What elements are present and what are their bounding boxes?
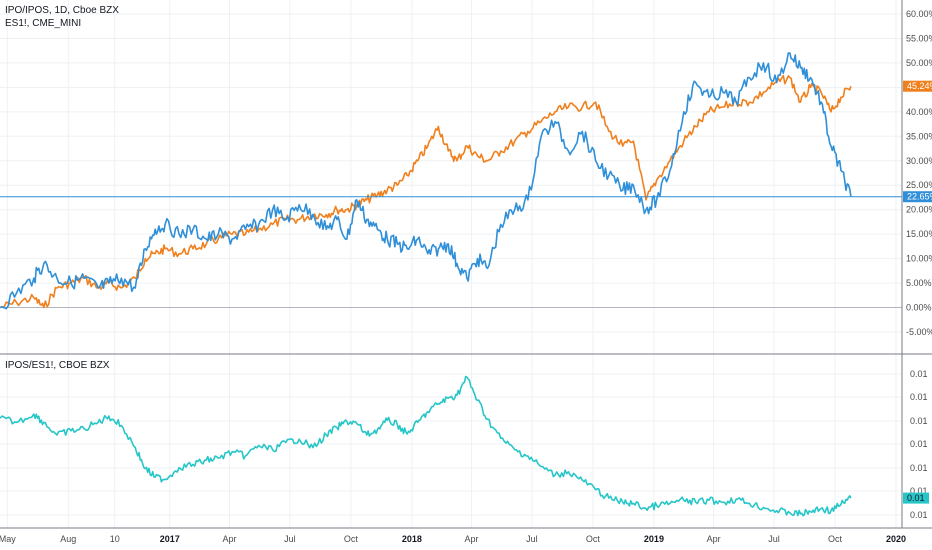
ratio-series-line[interactable] bbox=[0, 375, 852, 517]
x-tick-label: 2018 bbox=[402, 534, 422, 544]
lower-y-tick-label: 0.01 bbox=[910, 463, 928, 473]
upper-y-tick-label: 10.00% bbox=[906, 254, 932, 264]
upper-y-tick-label: 25.00% bbox=[906, 180, 932, 190]
x-tick-label: Aug bbox=[60, 534, 76, 544]
upper-y-tick-label: 35.00% bbox=[906, 131, 932, 141]
upper-y-tick-label: 55.00% bbox=[906, 33, 932, 43]
vertical-grid bbox=[6, 0, 897, 528]
upper-grid bbox=[0, 13, 902, 333]
upper-y-tick-label: 0.00% bbox=[906, 303, 932, 313]
upper-y-tick-label: 5.00% bbox=[906, 278, 932, 288]
x-tick-label: 2017 bbox=[160, 534, 180, 544]
upper-y-tick-label: 20.00% bbox=[906, 205, 932, 215]
x-tick-label: 2020 bbox=[886, 534, 906, 544]
es-last-value-tag: 45.24% bbox=[903, 80, 932, 92]
lower-y-tick-label: 0.01 bbox=[910, 392, 928, 402]
ratio-last-value-label: 0.01 bbox=[907, 493, 925, 503]
x-tick-label: Oct bbox=[344, 534, 359, 544]
upper-y-tick-label: 50.00% bbox=[906, 58, 932, 68]
upper-series-group bbox=[0, 52, 852, 310]
lower-y-tick-label: 0.01 bbox=[910, 416, 928, 426]
x-tick-label: 10 bbox=[110, 534, 120, 544]
x-tick-label: May bbox=[0, 534, 16, 544]
ipo-last-value-label: 22.65% bbox=[907, 192, 932, 202]
lower-y-tick-label: 0.01 bbox=[910, 369, 928, 379]
time-axis[interactable]: May Aug 10 2017 Apr Jul Oct 2018 Apr Jul Oct 2019 Ap… bbox=[0, 534, 906, 544]
ipo-series-line[interactable] bbox=[0, 52, 852, 310]
upper-y-tick-label: -5.00% bbox=[906, 327, 932, 337]
upper-y-tick-label: 30.00% bbox=[906, 156, 932, 166]
x-tick-label: Jul bbox=[768, 534, 780, 544]
x-tick-label: Oct bbox=[586, 534, 601, 544]
lower-price-axis[interactable]: 0.010.010.010.010.010.010.01 bbox=[910, 369, 928, 520]
ratio-last-value-tag: 0.01 bbox=[903, 492, 929, 504]
upper-legend-main[interactable]: IPO/IPOS, 1D, Cboe BZX bbox=[5, 5, 119, 16]
lower-grid bbox=[0, 373, 902, 516]
x-tick-label: Jul bbox=[284, 534, 296, 544]
x-tick-label: Apr bbox=[465, 534, 479, 544]
upper-legend-compare[interactable]: ES1!, CME_MINI bbox=[5, 18, 81, 29]
es-series-line[interactable] bbox=[0, 74, 852, 309]
ipo-last-value-tag: 22.65% bbox=[903, 191, 932, 203]
upper-y-tick-label: 60.00% bbox=[906, 9, 932, 19]
x-tick-label: Apr bbox=[222, 534, 236, 544]
lower-legend[interactable]: IPOS/ES1!, CBOE BZX bbox=[5, 360, 110, 371]
lower-series-group bbox=[0, 375, 852, 517]
lower-y-tick-label: 0.01 bbox=[910, 486, 928, 496]
es-last-value-label: 45.24% bbox=[907, 81, 932, 91]
upper-y-tick-label: 15.00% bbox=[906, 229, 932, 239]
lower-y-tick-label: 0.01 bbox=[910, 510, 928, 520]
lower-y-tick-label: 0.01 bbox=[910, 439, 928, 449]
x-tick-label: Jul bbox=[526, 534, 538, 544]
x-tick-label: Oct bbox=[828, 534, 843, 544]
upper-y-tick-label: 40.00% bbox=[906, 107, 932, 117]
x-tick-label: Apr bbox=[707, 534, 721, 544]
x-tick-label: 2019 bbox=[644, 534, 664, 544]
